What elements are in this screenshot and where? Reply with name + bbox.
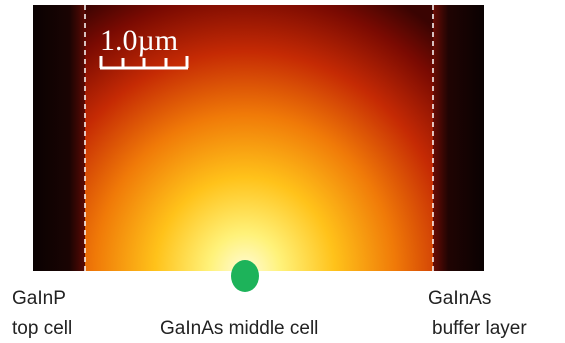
region-label: GaInP: [12, 288, 66, 309]
marker-dot: [231, 260, 259, 292]
region-label: GaInAs: [428, 288, 491, 309]
region-label: top cell: [12, 318, 72, 339]
region-label: buffer layer: [432, 318, 527, 339]
figure-svg: 1.0µm GaInP top cell GaInAs middle cell …: [0, 0, 565, 343]
figure: 1.0µm GaInP top cell GaInAs middle cell …: [0, 0, 565, 343]
top-cell-band: [33, 5, 85, 271]
buffer-band: [433, 5, 484, 271]
region-label: GaInAs middle cell: [160, 318, 318, 339]
scale-bar-label: 1.0µm: [100, 24, 178, 57]
